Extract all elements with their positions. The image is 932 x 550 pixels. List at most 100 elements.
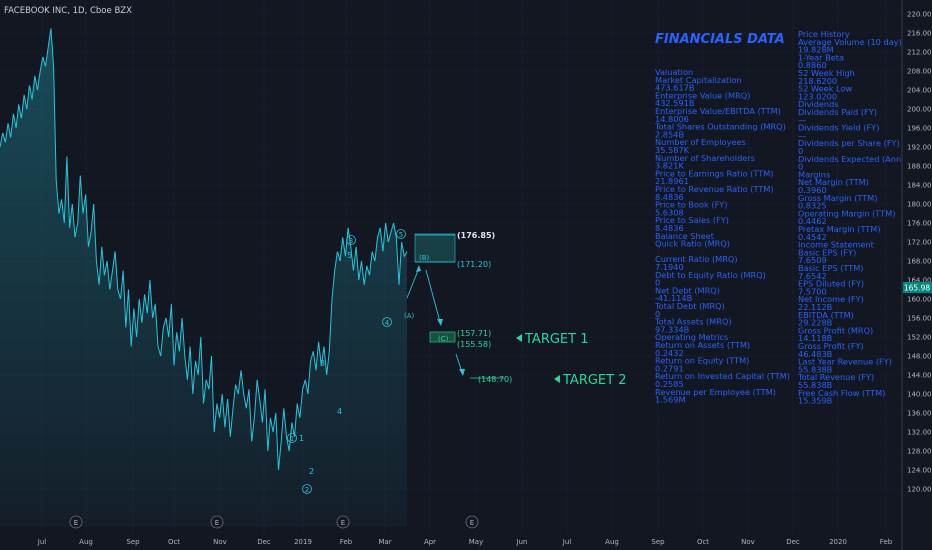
- y-tick-label: 168.00: [907, 258, 932, 266]
- financials-line: Enterprise Value (MRQ): [655, 90, 750, 100]
- financials-line: 21.8961: [655, 176, 689, 186]
- financials-line: 7.1940: [655, 262, 684, 272]
- wave-circled-label: 5: [399, 231, 403, 239]
- wave-label-c: (C): [438, 335, 449, 343]
- y-tick-label: 188.00: [907, 163, 932, 171]
- financials-line: Price to Revenue Ratio (TTM): [655, 184, 774, 194]
- price-line[interactable]: [0, 28, 408, 471]
- y-tick-label: 132.00: [907, 429, 932, 437]
- financials-line: 0: [798, 146, 803, 156]
- financials-line: Operating Margin (TTM): [798, 208, 895, 218]
- financials-line: Average Volume (10 day): [798, 37, 902, 47]
- wave-circled-label: 3: [349, 237, 353, 245]
- financials-line: 0.2585: [655, 379, 684, 389]
- y-tick-label: 196.00: [907, 125, 932, 133]
- financials-line: 14.118B: [798, 333, 833, 343]
- financials-line: Return on Assets (TTM): [655, 340, 750, 350]
- target-2-label: TARGET 2: [562, 373, 627, 388]
- wave-circled-label: 1: [290, 435, 294, 443]
- x-tick-label: Nov: [213, 538, 227, 546]
- financials-line: 123.0200: [798, 91, 837, 101]
- financials-line: 55.838B: [798, 364, 833, 374]
- wave-label: 2: [309, 467, 314, 476]
- wave-circled-labels: 3 4 5 1 2 (A) (B) (C): [287, 229, 449, 494]
- financials-line: 0.2791: [655, 363, 684, 373]
- earnings-markers[interactable]: E E E E: [69, 515, 479, 529]
- last-price-label: 165.98: [904, 284, 930, 293]
- price-area: [0, 28, 407, 528]
- y-tick-label: 184.00: [907, 182, 932, 190]
- chart-title: FACEBOOK INC, 1D, Cboe BZX: [4, 6, 132, 16]
- x-tick-label: May: [469, 538, 483, 546]
- financials-line: Enterprise Value/EBITDA (TTM): [655, 106, 781, 116]
- wave-label-b: (B): [419, 254, 430, 262]
- financials-line: Revenue per Employee (TTM): [655, 387, 776, 397]
- financials-line: Basic EPS (TTM): [798, 263, 864, 273]
- financials-line: 432.591B: [655, 98, 695, 108]
- arrow-head-icon: [459, 369, 465, 376]
- y-tick-label: 164.00: [907, 277, 932, 285]
- target-arrow-icon: [516, 334, 522, 342]
- y-tick-label: 160.00: [907, 296, 932, 304]
- y-axis: 120.00 124.00 128.00 132.00 136.00 140.00 144.…: [907, 11, 932, 494]
- financials-line: 7.6542: [798, 271, 827, 281]
- wave-circled-label: 4: [385, 319, 390, 327]
- y-tick-label: 148.00: [907, 353, 932, 361]
- financials-line: Price to Sales (FY): [655, 215, 729, 225]
- level-label-148-70: (148.70): [478, 375, 512, 384]
- financials-line: —: [798, 130, 806, 140]
- y-tick-label: 172.00: [907, 239, 932, 247]
- x-tick-label: Mar: [378, 538, 391, 546]
- earnings-marker: E: [341, 519, 345, 527]
- projection-arrow-down-1: [425, 269, 441, 323]
- x-tick-label: Aug: [605, 538, 619, 546]
- financials-line: 0.4462: [798, 216, 827, 226]
- financials-line: —: [798, 115, 806, 125]
- y-tick-label: 208.00: [907, 68, 932, 76]
- financials-line: 22.112B: [798, 302, 833, 312]
- level-label-157-71: (157.71): [457, 329, 491, 338]
- zone-b-box[interactable]: [414, 233, 456, 263]
- wave-label: 3: [320, 359, 325, 368]
- zone-c-box[interactable]: [429, 331, 456, 343]
- wave-labels: 1 2 3 4 5: [299, 251, 352, 476]
- y-tick-label: 220.00: [907, 11, 932, 19]
- financials-line: 473.617B: [655, 83, 695, 93]
- wave-label: 1: [299, 434, 304, 443]
- financials-line: EPS Diluted (FY): [798, 279, 864, 289]
- financials-line: 218.6200: [798, 76, 837, 86]
- y-tick-label: 212.00: [907, 49, 932, 57]
- financials-line: 8.4836: [655, 192, 684, 202]
- financials-line: 29.228B: [798, 318, 833, 328]
- target-arrow-icon: [554, 375, 560, 383]
- wave-label-a: (A): [404, 312, 415, 320]
- financials-line: Total Debt (MRQ): [654, 301, 725, 311]
- x-tick-label: Apr: [424, 538, 436, 546]
- financials-line: EBITDA (TTM): [798, 310, 854, 320]
- y-tick-label: 140.00: [907, 391, 932, 399]
- x-tick-label: Sep: [126, 538, 140, 546]
- financials-line: Net Margin (TTM): [798, 177, 869, 187]
- financials-line: Dividends: [798, 99, 839, 109]
- financials-line: 0.8860: [798, 60, 827, 70]
- y-axis-panel: [902, 0, 932, 550]
- financials-line: Dividends Paid (FY): [798, 107, 877, 117]
- y-tick-label: 144.00: [907, 372, 932, 380]
- financials-line: 52 Week High: [798, 68, 855, 78]
- y-tick-label: 200.00: [907, 106, 932, 114]
- financials-line: 5.6308: [655, 207, 684, 217]
- y-tick-label: 128.00: [907, 448, 932, 456]
- financials-line: 0.8325: [798, 201, 827, 211]
- financials-line: 46.483B: [798, 349, 833, 359]
- financials-line: 7.6509: [798, 255, 827, 265]
- financials-line: Price History: [798, 29, 850, 39]
- x-tick-label: Jul: [37, 538, 47, 546]
- financials-line: Balance Sheet: [655, 231, 715, 241]
- financials-line: 0.2432: [655, 348, 684, 358]
- financials-line: Margins: [798, 169, 830, 179]
- financials-line: 0.3960: [798, 185, 827, 195]
- wave-label: 4: [337, 407, 342, 416]
- financials-line: Dividends per Share (FY): [798, 138, 900, 148]
